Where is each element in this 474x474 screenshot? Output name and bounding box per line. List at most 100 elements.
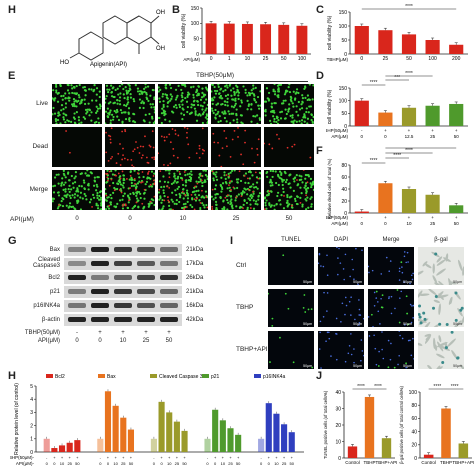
bgal-image: 50μm: [418, 331, 464, 369]
scale-bar-label: 50μm: [453, 280, 462, 284]
micrograph-dead: [158, 127, 208, 167]
micrograph-live: [105, 84, 155, 124]
blot-band: [137, 247, 155, 252]
row-label-live: Live: [36, 100, 48, 107]
condition-value: +: [384, 128, 387, 133]
micrograph-dead: [264, 127, 314, 167]
micrograph-merge: [158, 170, 208, 210]
bar: [378, 30, 393, 54]
chart-h: 0 1 2 3 4 5 Relative protein level (of control…: [10, 374, 304, 466]
condition-value: 25: [282, 461, 287, 466]
micrograph-dead: [211, 127, 261, 167]
row-label-i: Ctrl: [236, 262, 247, 269]
condition-value: 0: [153, 461, 156, 466]
blot-band: [91, 289, 109, 294]
blot-band: [137, 275, 155, 280]
condition-value: 25: [121, 461, 126, 466]
bar: [66, 442, 73, 452]
bar: [166, 412, 173, 452]
condition-value: 10: [406, 221, 412, 226]
condition-value: +: [283, 455, 286, 460]
fluorescence-image: 50μm: [268, 289, 314, 327]
scale-bar-label: 50μm: [303, 322, 312, 326]
condition-value: +: [214, 455, 217, 460]
chart-c: 0 50 100 150 cell viability (%) 0 25 50 100 200 TB…: [327, 4, 468, 62]
blot-band: [91, 275, 109, 280]
condition-value: 0: [214, 461, 217, 466]
y-tick-label: 100: [191, 21, 200, 27]
y-axis-label: TUNEL positive cells (of total cells%): [323, 390, 328, 459]
x-tick-label: Control: [345, 460, 360, 465]
y-tick-label: 10: [335, 439, 341, 445]
chart-f: 0 20 40 60 80 Relative dead cells of total (%…: [326, 145, 468, 226]
y-axis-label: cell viability (%): [327, 89, 333, 124]
blot-condition-value: +: [144, 330, 148, 336]
bar: [273, 413, 280, 452]
x-tick-label: 100: [428, 56, 437, 62]
blot-band: [160, 275, 178, 280]
api-label-e: API(μM): [10, 216, 34, 223]
micrograph-merge: [264, 170, 314, 210]
blot-band: [160, 303, 178, 308]
condition-value: +: [114, 455, 117, 460]
bar: [258, 438, 265, 452]
condition-value: 25: [228, 461, 233, 466]
blot-band: [91, 247, 109, 252]
blot-band: [160, 247, 178, 252]
x-axis-label: API(μM): [183, 57, 200, 62]
panel-label-d: D: [316, 70, 324, 82]
x-tick-label: TBHP+API: [376, 460, 397, 465]
sig-stars: ****: [417, 145, 425, 149]
condition-value: 0: [361, 221, 364, 226]
y-tick-label: 80: [341, 163, 347, 169]
condition-value: +: [455, 128, 458, 133]
micrograph-dead: [105, 127, 155, 167]
condition-value: 0: [384, 221, 387, 226]
micrograph-merge: [105, 170, 155, 210]
bar: [150, 438, 157, 452]
blot-protein-label: β-actin: [41, 317, 60, 323]
x-tick-label: 1: [228, 56, 231, 62]
condition-value: 0: [268, 461, 271, 466]
blot-condition-value: 0: [75, 338, 79, 344]
sig-stars: ****: [370, 158, 378, 164]
tbhp-header-e: TBHP(50μM): [195, 72, 235, 79]
bar: [97, 438, 104, 452]
fluorescence-image: 50μm: [368, 331, 414, 369]
condition-value: 0: [260, 461, 263, 466]
condition-value: +: [431, 215, 434, 220]
y-tick-label: 0: [196, 52, 199, 58]
panel-label-j: J: [316, 370, 323, 382]
condition-value: +: [168, 455, 171, 460]
bar: [219, 420, 226, 452]
blot-condition-value: -: [76, 330, 78, 336]
micrograph-merge: [52, 170, 102, 210]
bar: [281, 424, 288, 452]
blot-band: [137, 303, 155, 308]
condition-label: TBHP(50μM)-: [10, 455, 35, 460]
y-tick-label: 5: [30, 384, 33, 390]
bar: [423, 454, 434, 458]
condition-value: 0: [99, 461, 102, 466]
y-tick-label: 1: [30, 437, 33, 443]
condition-value: 25: [430, 221, 436, 226]
y-tick-label: 100: [409, 390, 418, 396]
condition-value: 50: [454, 134, 460, 139]
col-header-3: β-gal: [434, 237, 448, 243]
blot-band: [68, 247, 86, 252]
panel-label-h: H: [8, 370, 16, 382]
blot-condition-value: +: [167, 330, 171, 336]
api-dose-label: 0: [75, 216, 79, 222]
y-tick-label: 0: [344, 211, 347, 217]
x-tick-label: 25: [263, 56, 269, 62]
legend-swatch: [202, 374, 209, 378]
sig-stars: ****: [433, 384, 441, 390]
x-tick-label: 25: [383, 56, 389, 62]
panel-label-b: B: [172, 4, 180, 16]
bar: [278, 24, 290, 54]
bar: [120, 417, 127, 452]
legend-swatch: [98, 374, 105, 378]
blot-protein-label: Bcl2: [48, 275, 60, 281]
condition-value: 0: [46, 461, 49, 466]
